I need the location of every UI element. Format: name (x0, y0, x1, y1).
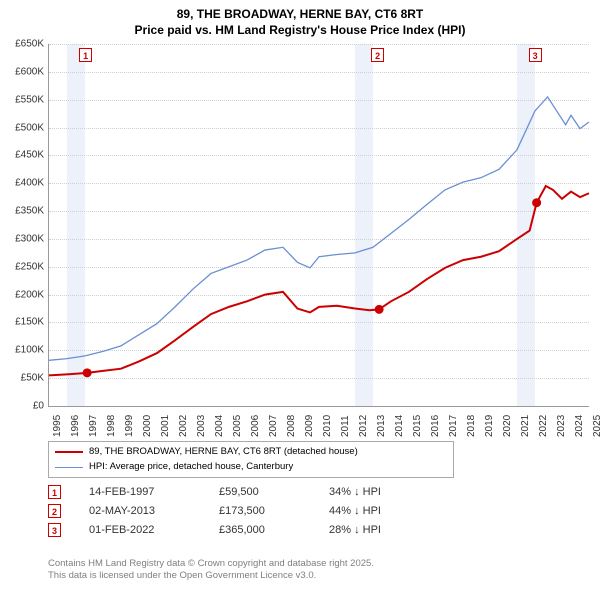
sale-point-row: 2 02-MAY-2013£173,50044% ↓ HPI (48, 504, 588, 518)
sale-point-diff: 44% ↓ HPI (329, 505, 429, 517)
y-tick-label: £250K (4, 261, 44, 272)
y-tick-label: £150K (4, 317, 44, 328)
x-tick-label: 2003 (196, 415, 207, 437)
y-tick-label: £600K (4, 66, 44, 77)
legend-swatch-price-paid (55, 451, 83, 453)
legend-row-hpi: HPI: Average price, detached house, Cant… (55, 460, 447, 475)
x-tick-label: 2007 (268, 415, 279, 437)
x-tick-label: 2014 (394, 415, 405, 437)
sale-points-table: 1 14-FEB-1997£59,50034% ↓ HPI 2 02-MAY-2013… (48, 480, 588, 542)
y-tick-label: £450K (4, 150, 44, 161)
footnote-line-2: This data is licensed under the Open Gov… (48, 570, 316, 581)
sale-marker-dot (83, 368, 92, 377)
x-tick-label: 2018 (466, 415, 477, 437)
x-tick-label: 2008 (286, 415, 297, 437)
x-tick-label: 2024 (574, 415, 585, 437)
y-tick-label: £550K (4, 94, 44, 105)
y-tick-label: £350K (4, 206, 44, 217)
legend-label-hpi: HPI: Average price, detached house, Cant… (89, 460, 293, 475)
legend-label-price-paid: 89, THE BROADWAY, HERNE BAY, CT6 8RT (de… (89, 445, 358, 460)
x-tick-label: 1996 (70, 415, 81, 437)
x-tick-label: 1995 (52, 415, 63, 437)
sale-point-marker: 3 (48, 523, 61, 537)
sale-point-price: £59,500 (219, 486, 329, 498)
sale-marker-dot (532, 198, 541, 207)
x-tick-label: 2017 (448, 415, 459, 437)
sale-marker-dot (375, 305, 384, 314)
chart-title: 89, THE BROADWAY, HERNE BAY, CT6 8RT Pri… (0, 0, 600, 38)
sale-marker-label: 1 (79, 48, 92, 62)
x-tick-label: 1998 (106, 415, 117, 437)
legend-row-price-paid: 89, THE BROADWAY, HERNE BAY, CT6 8RT (de… (55, 445, 447, 460)
x-tick-label: 2013 (376, 415, 387, 437)
sale-point-date: 14-FEB-1997 (89, 486, 219, 498)
x-tick-label: 2012 (358, 415, 369, 437)
legend: 89, THE BROADWAY, HERNE BAY, CT6 8RT (de… (48, 441, 454, 478)
sale-point-price: £173,500 (219, 505, 329, 517)
y-tick-label: £0 (4, 401, 44, 412)
series-line (49, 186, 589, 375)
x-tick-label: 2025 (592, 415, 600, 437)
x-tick-label: 2021 (520, 415, 531, 437)
footnote-line-1: Contains HM Land Registry data © Crown c… (48, 558, 374, 569)
sale-marker-label: 2 (371, 48, 384, 62)
y-tick-label: £400K (4, 178, 44, 189)
x-tick-label: 2001 (160, 415, 171, 437)
x-tick-label: 2005 (232, 415, 243, 437)
x-tick-label: 2019 (484, 415, 495, 437)
x-tick-label: 1997 (88, 415, 99, 437)
x-tick-label: 2002 (178, 415, 189, 437)
title-line-1: 89, THE BROADWAY, HERNE BAY, CT6 8RT (0, 6, 600, 22)
title-line-2: Price paid vs. HM Land Registry's House … (0, 22, 600, 38)
x-tick-label: 2015 (412, 415, 423, 437)
y-tick-label: £200K (4, 289, 44, 300)
x-tick-label: 1999 (124, 415, 135, 437)
x-tick-label: 2011 (340, 415, 351, 437)
x-tick-label: 2010 (322, 415, 333, 437)
plot-area (48, 44, 589, 407)
x-tick-label: 2006 (250, 415, 261, 437)
chart-container: 89, THE BROADWAY, HERNE BAY, CT6 8RT Pri… (0, 0, 600, 590)
x-tick-label: 2016 (430, 415, 441, 437)
x-tick-label: 2022 (538, 415, 549, 437)
sale-point-date: 01-FEB-2022 (89, 524, 219, 536)
sale-point-row: 1 14-FEB-1997£59,50034% ↓ HPI (48, 485, 588, 499)
x-tick-label: 2023 (556, 415, 567, 437)
y-tick-label: £650K (4, 39, 44, 50)
series-line (49, 97, 589, 360)
x-tick-label: 2004 (214, 415, 225, 437)
y-tick-label: £300K (4, 233, 44, 244)
legend-swatch-hpi (55, 467, 83, 468)
y-tick-label: £500K (4, 122, 44, 133)
y-tick-label: £50K (4, 373, 44, 384)
chart-svg (49, 44, 589, 406)
sale-point-marker: 1 (48, 485, 61, 499)
x-tick-label: 2000 (142, 415, 153, 437)
y-tick-label: £100K (4, 345, 44, 356)
sale-point-row: 3 01-FEB-2022£365,00028% ↓ HPI (48, 523, 588, 537)
sale-point-price: £365,000 (219, 524, 329, 536)
sale-point-date: 02-MAY-2013 (89, 505, 219, 517)
sale-point-diff: 34% ↓ HPI (329, 486, 429, 498)
sale-point-diff: 28% ↓ HPI (329, 524, 429, 536)
sale-marker-label: 3 (529, 48, 542, 62)
sale-point-marker: 2 (48, 504, 61, 518)
x-tick-label: 2009 (304, 415, 315, 437)
footnote: Contains HM Land Registry data © Crown c… (48, 558, 374, 583)
x-tick-label: 2020 (502, 415, 513, 437)
